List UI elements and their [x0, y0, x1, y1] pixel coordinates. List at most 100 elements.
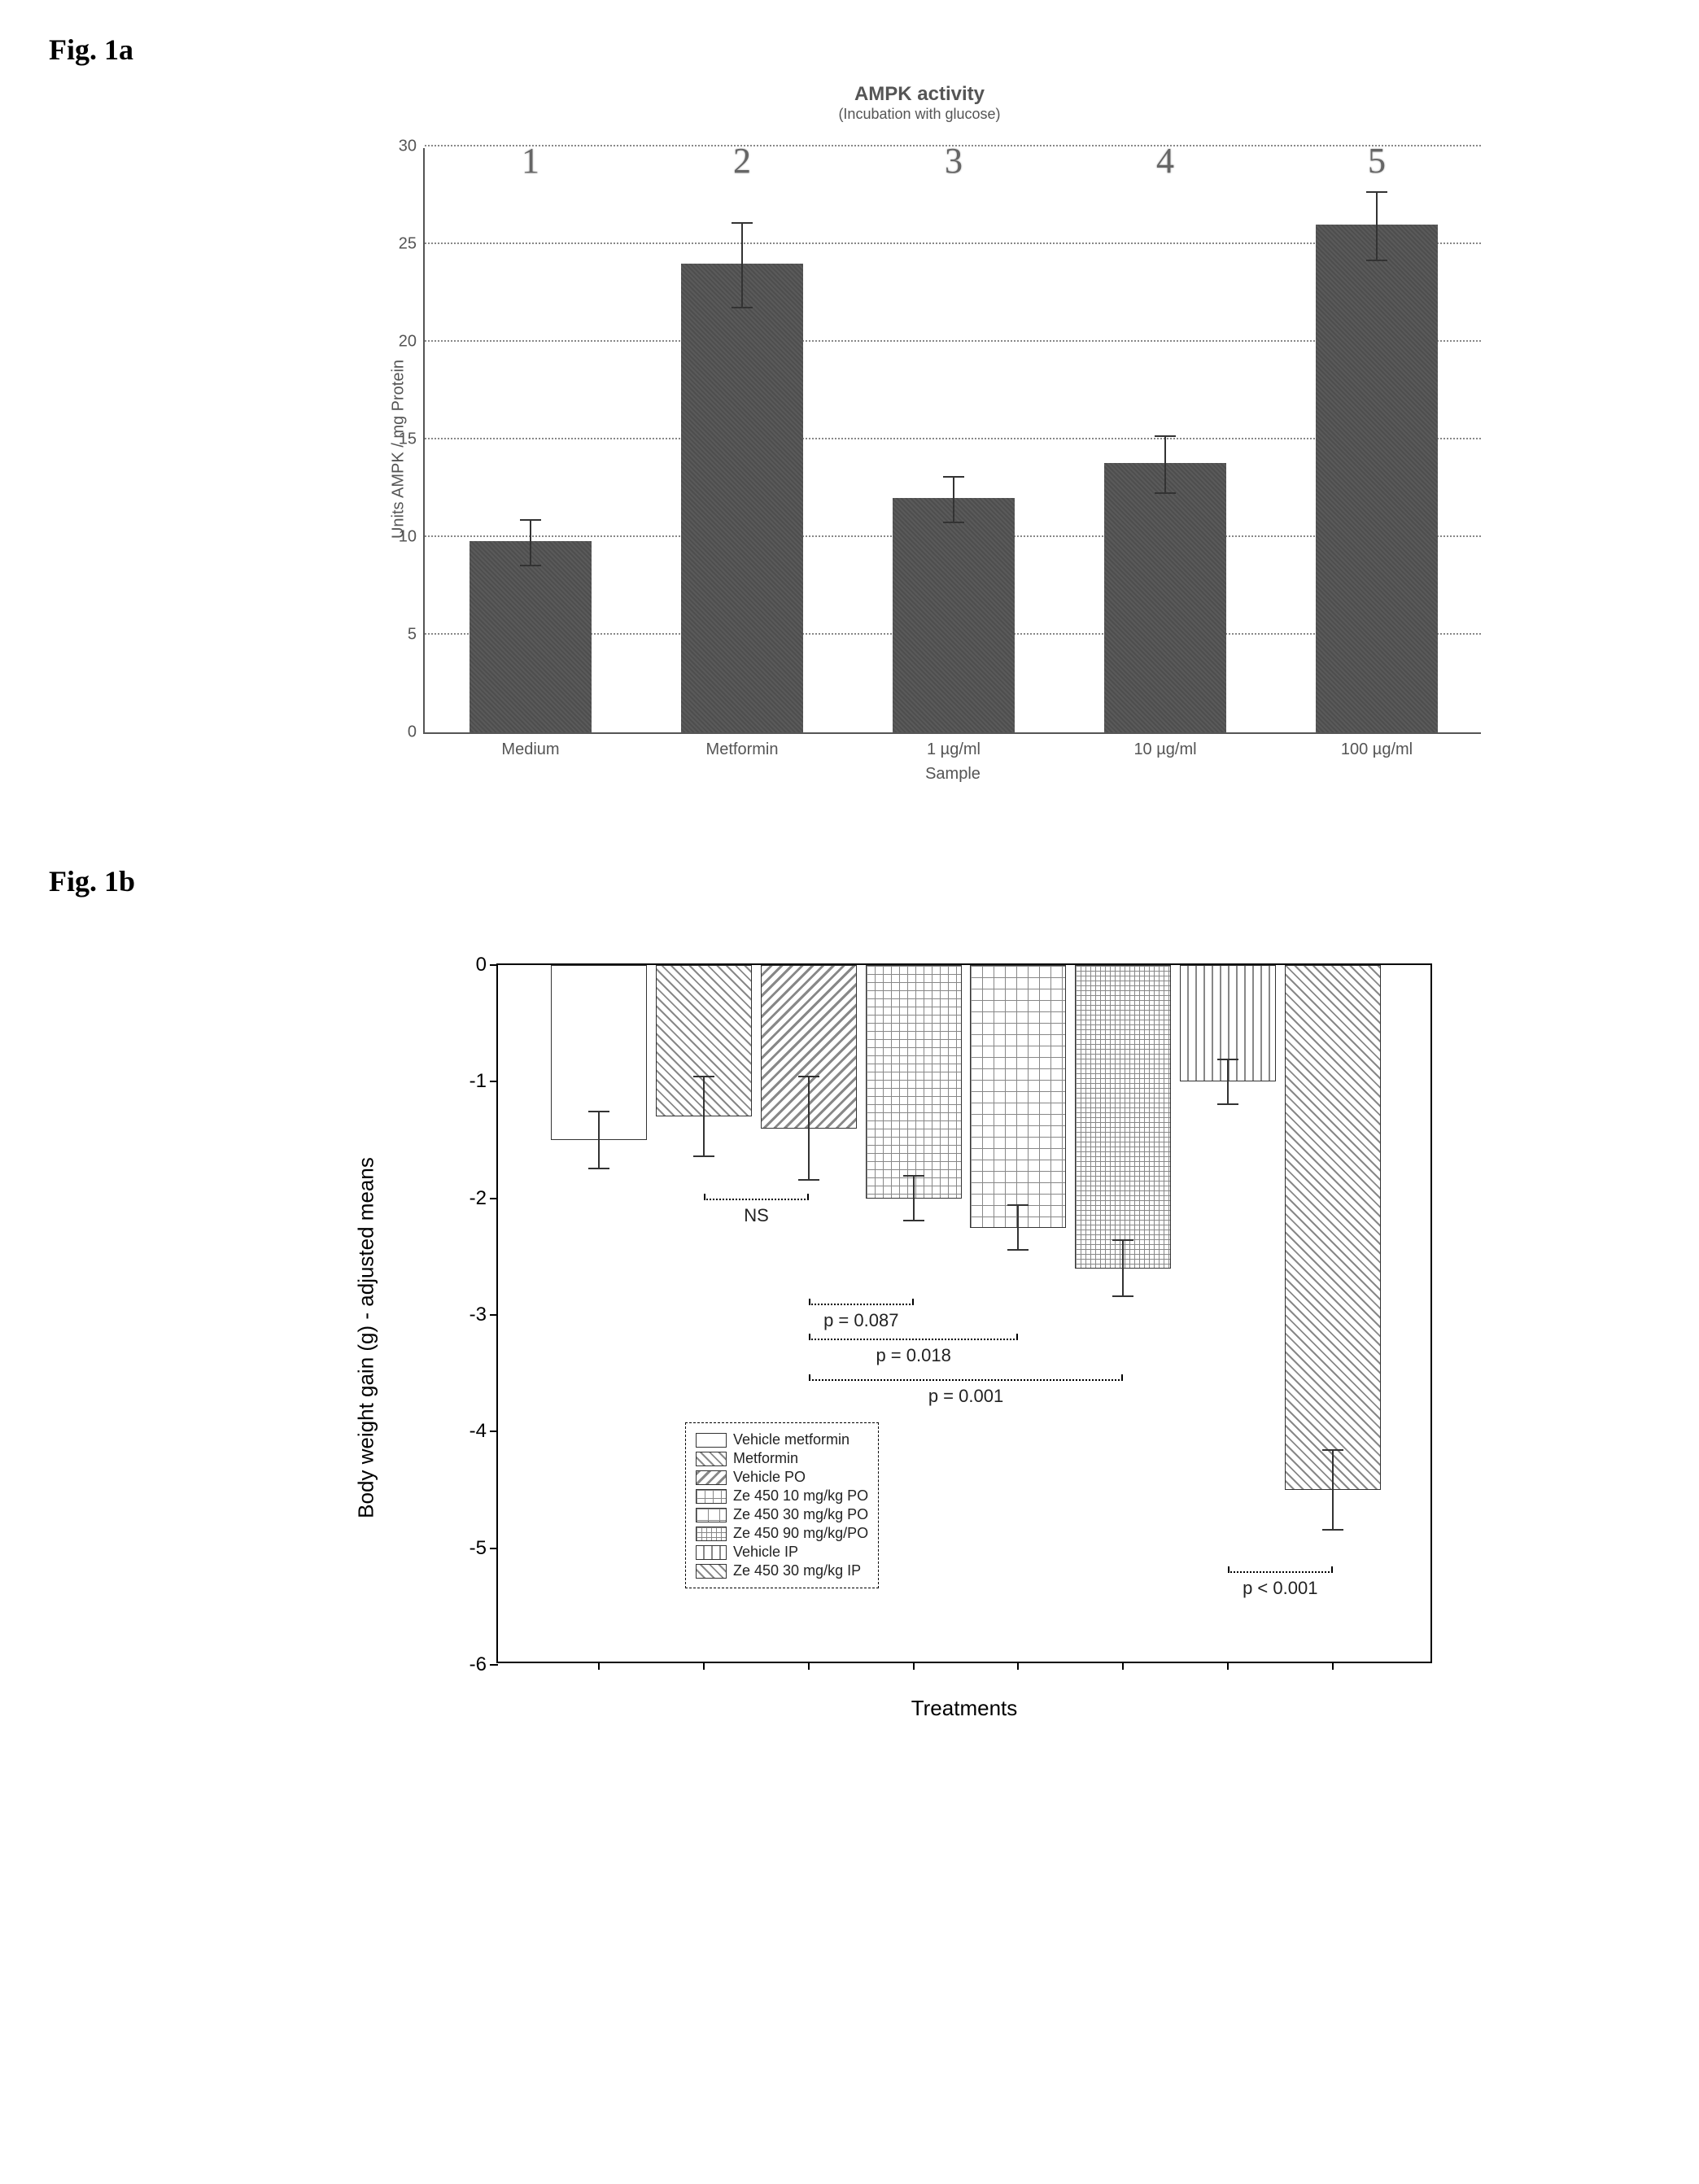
chart-b-xtick-mark: [1332, 1662, 1334, 1670]
chart-b-errorbar: [913, 1175, 915, 1221]
chart-a-errorbar: [1376, 191, 1378, 261]
chart-b-xtick-mark: [703, 1662, 705, 1670]
chart-a-ytick: 15: [399, 430, 417, 449]
chart-b-legend-row: Vehicle IP: [696, 1544, 868, 1561]
chart-b-xlabel: Treatments: [911, 1696, 1018, 1721]
chart-a-bar: [470, 541, 592, 732]
chart-a-ytick: 0: [408, 723, 417, 742]
chart-a-ytick: 25: [399, 235, 417, 254]
chart-b-legend-label: Ze 450 30 mg/kg PO: [733, 1506, 868, 1523]
chart-a-ytick: 30: [399, 138, 417, 156]
chart-b-ytick: -5: [470, 1537, 487, 1560]
chart-a-bar-number: 4: [1149, 140, 1181, 181]
chart-b-sig-bracket: [704, 1199, 809, 1200]
chart-b-errorbar: [1227, 1059, 1229, 1105]
chart-b-errorbar: [808, 1076, 810, 1181]
chart-a-bar: [893, 498, 1015, 732]
chart-b-xtick-mark: [598, 1662, 600, 1670]
chart-b-legend-swatch: [696, 1452, 727, 1466]
chart-b-sig-label: p = 0.001: [928, 1386, 1003, 1407]
chart-b-ytick-mark: [490, 1198, 498, 1199]
chart-b-ytick: 0: [476, 954, 487, 976]
chart-b-xtick-mark: [1122, 1662, 1124, 1670]
chart-b-ytick-mark: [490, 1664, 498, 1666]
chart-a-plot: Sample 051015202530Medium1Metformin21 µg…: [423, 148, 1481, 734]
chart-b-errorbar: [703, 1076, 705, 1157]
chart-b-legend-label: Metformin: [733, 1450, 798, 1467]
chart-b-ytick-mark: [490, 1548, 498, 1549]
chart-b-legend-label: Ze 450 90 mg/kg/PO: [733, 1525, 868, 1542]
chart-b-errorbar: [1332, 1449, 1334, 1531]
chart-a-category-label: Metformin: [669, 740, 815, 759]
chart-b-bar: [866, 965, 962, 1199]
chart-a-bar-number: 5: [1361, 140, 1393, 181]
chart-b-sig-bracket: [809, 1304, 914, 1305]
chart-b-legend-swatch: [696, 1508, 727, 1522]
chart-a-xlabel: Sample: [925, 765, 981, 784]
chart-b-plot: Treatments Vehicle metforminMetforminVeh…: [496, 963, 1432, 1663]
chart-a-category-label: 1 µg/ml: [880, 740, 1027, 759]
chart-b-legend-swatch: [696, 1433, 727, 1448]
chart-b-legend-row: Metformin: [696, 1450, 868, 1467]
chart-a-title-main: AMPK activity: [309, 83, 1530, 106]
chart-a-title-sub: (Incubation with glucose): [309, 106, 1530, 123]
chart-a-errorbar: [953, 476, 954, 523]
chart-b-ytick-mark: [490, 1081, 498, 1082]
chart-b-sig-label: p = 0.018: [876, 1345, 950, 1366]
chart-a-bar: [1316, 225, 1439, 732]
chart-b-errorbar: [598, 1111, 600, 1169]
chart-b-ylabel: Body weight gain (g) - adjusted means: [354, 1157, 379, 1518]
chart-a-bar-number: 1: [514, 140, 547, 181]
chart-b-legend-row: Ze 450 90 mg/kg/PO: [696, 1525, 868, 1542]
chart-b-sig-label: p = 0.087: [823, 1310, 898, 1331]
chart-b-legend-label: Ze 450 30 mg/kg IP: [733, 1562, 861, 1579]
chart-b-legend-row: Ze 450 10 mg/kg PO: [696, 1487, 868, 1505]
chart-b-legend-row: Vehicle PO: [696, 1469, 868, 1486]
chart-b-ytick-mark: [490, 964, 498, 966]
chart-b-sig-bracket: [1228, 1571, 1333, 1573]
chart-b-legend-label: Ze 450 10 mg/kg PO: [733, 1487, 868, 1505]
chart-b-legend-row: Vehicle metformin: [696, 1431, 868, 1448]
chart-b-legend-swatch: [696, 1489, 727, 1504]
chart-b-ytick: -1: [470, 1070, 487, 1093]
chart-a-ytick: 20: [399, 333, 417, 352]
chart-b-ytick: -2: [470, 1187, 487, 1210]
chart-b: Body weight gain (g) - adjusted means Tr…: [391, 931, 1489, 1745]
chart-b-xtick-mark: [1227, 1662, 1229, 1670]
chart-a: AMPK activity (Incubation with glucose) …: [309, 83, 1530, 815]
chart-a-errorbar: [530, 519, 531, 566]
chart-b-ytick: -3: [470, 1304, 487, 1326]
chart-a-ytick: 5: [408, 626, 417, 644]
chart-b-xtick-mark: [808, 1662, 810, 1670]
chart-a-category-label: 100 µg/ml: [1304, 740, 1450, 759]
chart-b-errorbar: [1017, 1204, 1019, 1251]
chart-a-bar-number: 3: [937, 140, 970, 181]
chart-b-xtick-mark: [1017, 1662, 1019, 1670]
chart-b-bar: [1075, 965, 1171, 1269]
chart-a-title: AMPK activity (Incubation with glucose): [309, 83, 1530, 123]
chart-a-bar-number: 2: [726, 140, 758, 181]
chart-a-errorbar: [1164, 435, 1166, 494]
chart-b-legend-row: Ze 450 30 mg/kg PO: [696, 1506, 868, 1523]
chart-b-sig-bracket: [809, 1339, 1019, 1340]
chart-b-legend-row: Ze 450 30 mg/kg IP: [696, 1562, 868, 1579]
chart-a-ylabel: Units AMPK / mg Protein: [390, 360, 408, 539]
fig-a-label: Fig. 1a: [49, 33, 1650, 67]
chart-b-bar: [1285, 965, 1381, 1490]
chart-b-legend-swatch: [696, 1470, 727, 1485]
chart-b-legend-swatch: [696, 1527, 727, 1541]
chart-a-bar: [681, 264, 804, 732]
chart-b-xtick-mark: [913, 1662, 915, 1670]
chart-b-sig-label: NS: [744, 1205, 769, 1226]
chart-a-ytick: 10: [399, 528, 417, 547]
chart-b-legend-label: Vehicle PO: [733, 1469, 806, 1486]
chart-b-errorbar: [1122, 1239, 1124, 1298]
chart-b-legend-swatch: [696, 1545, 727, 1560]
chart-b-legend-swatch: [696, 1564, 727, 1579]
chart-b-sig-label: p < 0.001: [1243, 1578, 1317, 1599]
chart-b-bar: [970, 965, 1066, 1228]
chart-b-ytick: -6: [470, 1653, 487, 1676]
fig-b-label: Fig. 1b: [49, 864, 1650, 898]
chart-b-ytick: -4: [470, 1420, 487, 1443]
chart-b-sig-bracket: [809, 1379, 1123, 1381]
